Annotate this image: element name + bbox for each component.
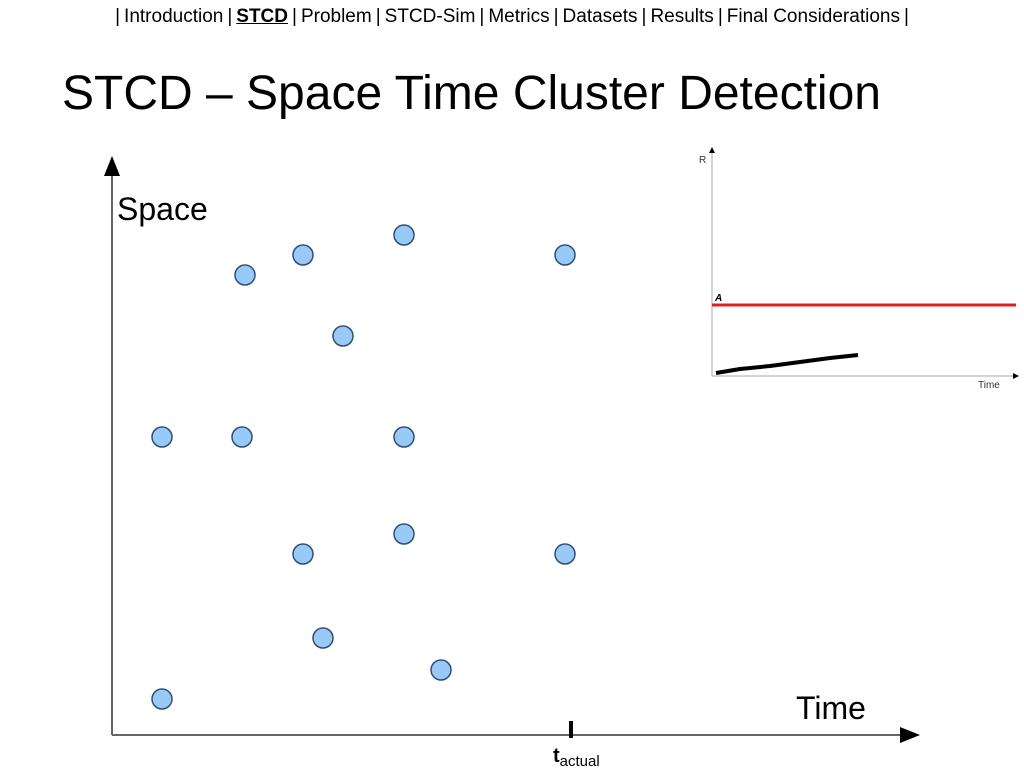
points	[151, 224, 576, 710]
point	[393, 523, 415, 545]
point	[151, 688, 173, 710]
marker-subscript: actual	[560, 753, 600, 768]
nav-bar: | Introduction | STCD | Problem | STCD-Sim | Metr…	[0, 6, 1024, 28]
inset-y-label: R	[699, 155, 706, 166]
point	[393, 426, 415, 448]
nav-separator: |	[479, 6, 485, 27]
nav-item[interactable]: STCD-Sim	[384, 6, 476, 27]
slide-title: STCD – Space Time Cluster Detection	[62, 67, 881, 120]
point	[312, 627, 334, 649]
nav-separator: |	[717, 6, 723, 27]
point	[430, 659, 452, 681]
nav-item[interactable]: Results	[650, 6, 714, 27]
nav-item[interactable]: STCD	[236, 6, 289, 27]
y-label: Space	[117, 191, 208, 227]
nav-item[interactable]: Final Considerations	[726, 6, 900, 27]
marker-label: tactual	[553, 745, 600, 768]
nav-separator: |	[227, 6, 233, 27]
nav-item[interactable]: Introduction	[124, 6, 224, 27]
nav-item[interactable]: Metrics	[488, 6, 550, 27]
nav-separator: |	[553, 6, 559, 27]
threshold-label: A	[714, 293, 722, 304]
nav-item[interactable]: Datasets	[562, 6, 638, 27]
x-label: Time	[796, 690, 866, 726]
nav-separator: |	[292, 6, 297, 27]
nav-separator: |	[375, 6, 381, 27]
inset-chart: R A Time	[699, 147, 1019, 391]
nav-item[interactable]: Problem	[300, 6, 372, 27]
point	[554, 244, 576, 266]
nav-separator: |	[115, 6, 121, 27]
inset-x-label: Time	[978, 380, 1000, 391]
point	[332, 325, 354, 347]
point	[231, 426, 253, 448]
point	[234, 264, 256, 286]
point	[151, 426, 173, 448]
point	[292, 543, 314, 565]
r-curve	[715, 353, 859, 375]
point	[393, 224, 415, 246]
nav-separator: |	[903, 6, 909, 27]
point	[292, 244, 314, 266]
nav-separator: |	[641, 6, 647, 27]
marker-t: t	[553, 745, 560, 767]
point	[554, 543, 576, 565]
